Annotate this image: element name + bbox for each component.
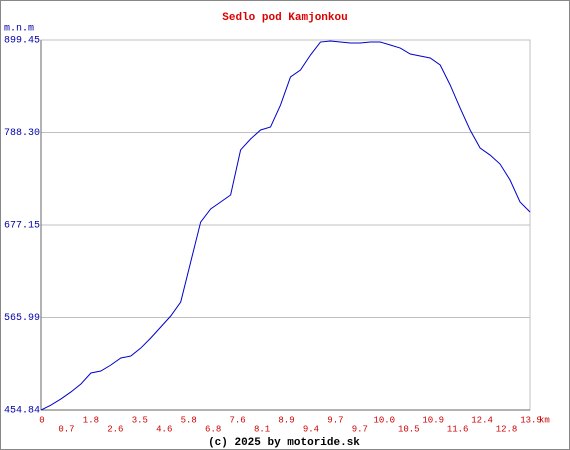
x-tick-label: 11.6 <box>447 424 469 434</box>
footer: (c) 2025 by motoride.sk <box>208 437 360 449</box>
y-tick-label: 788.30 <box>4 128 40 139</box>
y-axis-label: m.n.m <box>4 24 34 35</box>
x-tick-label: 12.8 <box>496 424 518 434</box>
x-tick-label: 8.1 <box>254 424 270 434</box>
x-tick-label: 1.8 <box>83 415 99 425</box>
x-tick-label: 10.5 <box>398 424 420 434</box>
x-tick-label: 12.4 <box>471 415 493 425</box>
x-tick-label: 10.9 <box>422 415 444 425</box>
x-tick-label: 0.7 <box>58 424 74 434</box>
y-tick-label: 565.99 <box>4 313 40 324</box>
x-tick-label: 8.9 <box>278 415 294 425</box>
x-tick-label: 10.0 <box>373 415 395 425</box>
x-tick-label: 13.9 <box>520 415 542 425</box>
x-tick-label: 0 <box>39 415 44 425</box>
elevation-line <box>40 40 531 411</box>
x-tick-label: 4.6 <box>156 424 172 434</box>
x-tick-label: 2.6 <box>107 424 123 434</box>
x-tick-label: 5.8 <box>181 415 197 425</box>
x-tick-label: 7.6 <box>229 415 245 425</box>
x-unit: km <box>539 415 550 425</box>
x-tick-label: 9.7 <box>352 424 368 434</box>
x-tick-label: 9.7 <box>327 415 343 425</box>
y-tick-label: 677.15 <box>4 221 40 232</box>
y-tick-label: 454.84 <box>4 406 40 417</box>
x-tick-label: 3.5 <box>132 415 148 425</box>
x-tick-label: 9.4 <box>303 424 319 434</box>
y-tick-label: 899.45 <box>4 36 40 47</box>
x-tick-label: 6.8 <box>205 424 221 434</box>
chart-title: Sedlo pod Kamjonkou <box>222 12 347 24</box>
